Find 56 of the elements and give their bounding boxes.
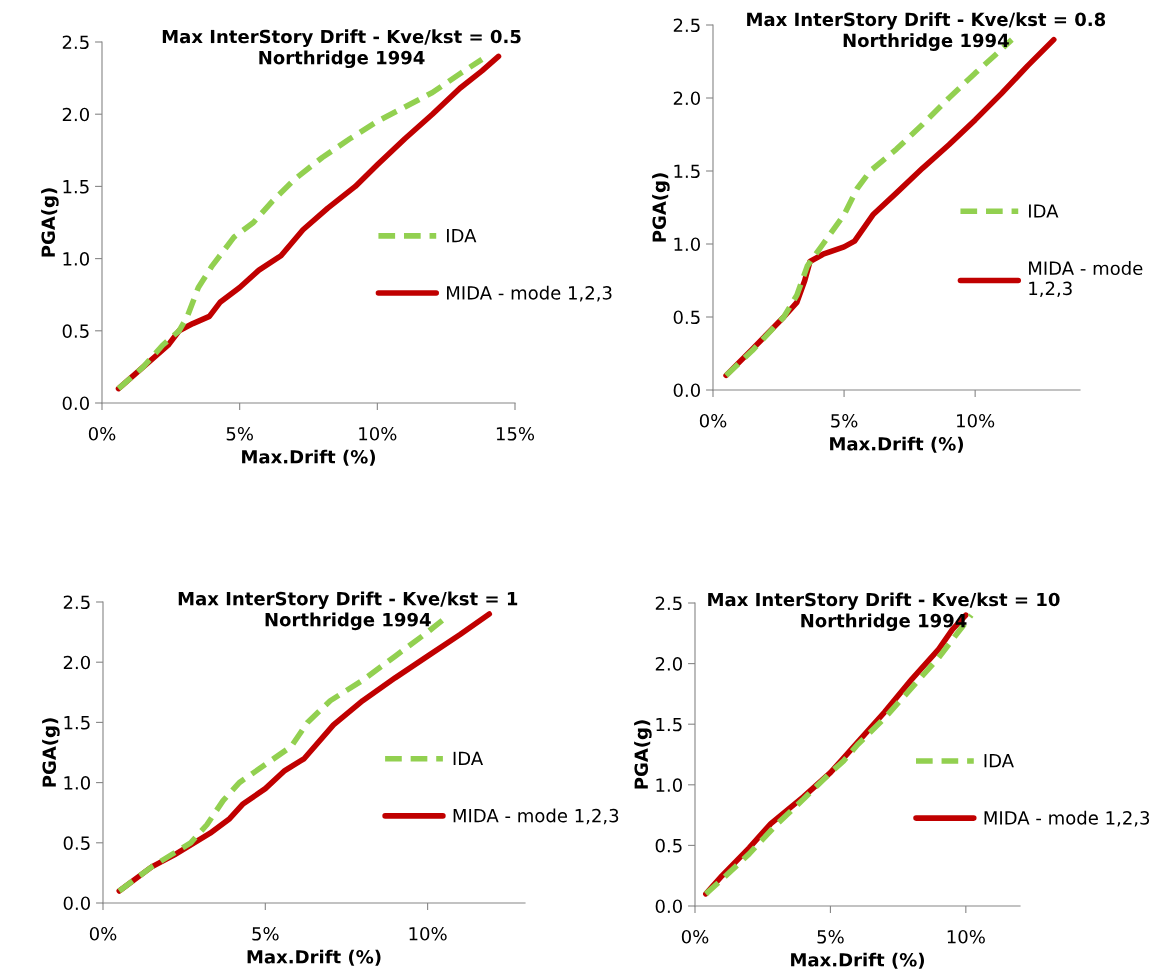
y-tick-label: 2.0 [62, 107, 89, 122]
legend-label: IDA [453, 751, 484, 765]
y-tick-label: 1.0 [64, 776, 90, 790]
x-tick-label: 0% [699, 413, 727, 428]
x-tick-label: 10% [359, 426, 397, 441]
y-tick-label: 2.5 [655, 596, 682, 611]
y-tick-label: 0.5 [673, 310, 700, 325]
x-axis-title: Max.Drift (%) [242, 449, 375, 466]
x-tick-label: 10% [947, 929, 985, 944]
y-tick-label: 1.0 [656, 778, 682, 792]
legend-label: IDA [1029, 204, 1059, 218]
y-axis-title: PGA(g) [652, 173, 670, 242]
chart-title: Max InterStory Drift - Kve/kst = 0.5 Northridge 1994 [162, 29, 521, 69]
y-tick-label: 2.0 [655, 657, 682, 671]
legend-label: MIDA - mode 1,2,3 [1029, 261, 1143, 298]
y-axis-title: PGA(g) [634, 720, 652, 789]
x-tick-label: 10% [957, 413, 995, 428]
y-tick-label: 0.0 [673, 383, 700, 398]
y-axis-title: PGA(g) [42, 718, 60, 787]
x-tick-label: 0% [89, 926, 117, 941]
legend-label: IDA [447, 229, 477, 243]
y-tick-label: 2.5 [673, 18, 700, 33]
y-tick-label: 0.5 [655, 838, 682, 853]
x-axis-title: Max.Drift (%) [830, 436, 963, 453]
y-tick-label: 0.0 [655, 899, 682, 914]
legend-label: MIDA - mode 1,2,3 [984, 810, 1150, 827]
y-tick-label: 0.0 [63, 896, 90, 911]
y-tick-label: 2.0 [63, 655, 90, 670]
x-tick-label: 10% [409, 926, 447, 941]
y-tick-label: 1.5 [656, 717, 682, 732]
x-axis-title: Max.Drift (%) [247, 949, 381, 966]
y-tick-label: 1.5 [64, 716, 90, 730]
y-tick-label: 1.5 [63, 180, 89, 194]
x-tick-label: 0% [681, 929, 709, 944]
x-tick-label: 5% [817, 929, 844, 944]
y-tick-label: 0.0 [62, 396, 89, 411]
x-tick-label: 5% [831, 413, 858, 428]
legend-label: IDA [984, 754, 1014, 768]
legend-label: MIDA - mode 1,2,3 [447, 285, 612, 302]
x-tick-label: 5% [226, 426, 253, 441]
chart-title: Max InterStory Drift - Kve/kst = 0.8 Northridge 1994 [747, 12, 1106, 51]
y-tick-label: 1.5 [674, 164, 700, 179]
y-tick-label: 2.5 [62, 35, 89, 50]
x-tick-label: 0% [88, 426, 116, 441]
y-tick-label: 0.5 [63, 836, 90, 850]
y-axis-title: PGA(g) [41, 188, 59, 257]
y-tick-label: 1.0 [674, 237, 700, 252]
y-tick-label: 1.0 [63, 252, 89, 266]
legend-label: MIDA - mode 1,2,3 [453, 808, 619, 825]
x-tick-label: 5% [252, 926, 279, 941]
y-tick-label: 0.5 [62, 324, 89, 338]
x-tick-label: 15% [496, 426, 535, 441]
y-tick-label: 2.0 [673, 91, 700, 106]
x-axis-title: Max.Drift (%) [791, 952, 924, 969]
y-tick-label: 2.5 [63, 595, 90, 610]
chart-title: Max InterStory Drift - Kve/kst = 1 Northridge 1994 [178, 591, 518, 631]
